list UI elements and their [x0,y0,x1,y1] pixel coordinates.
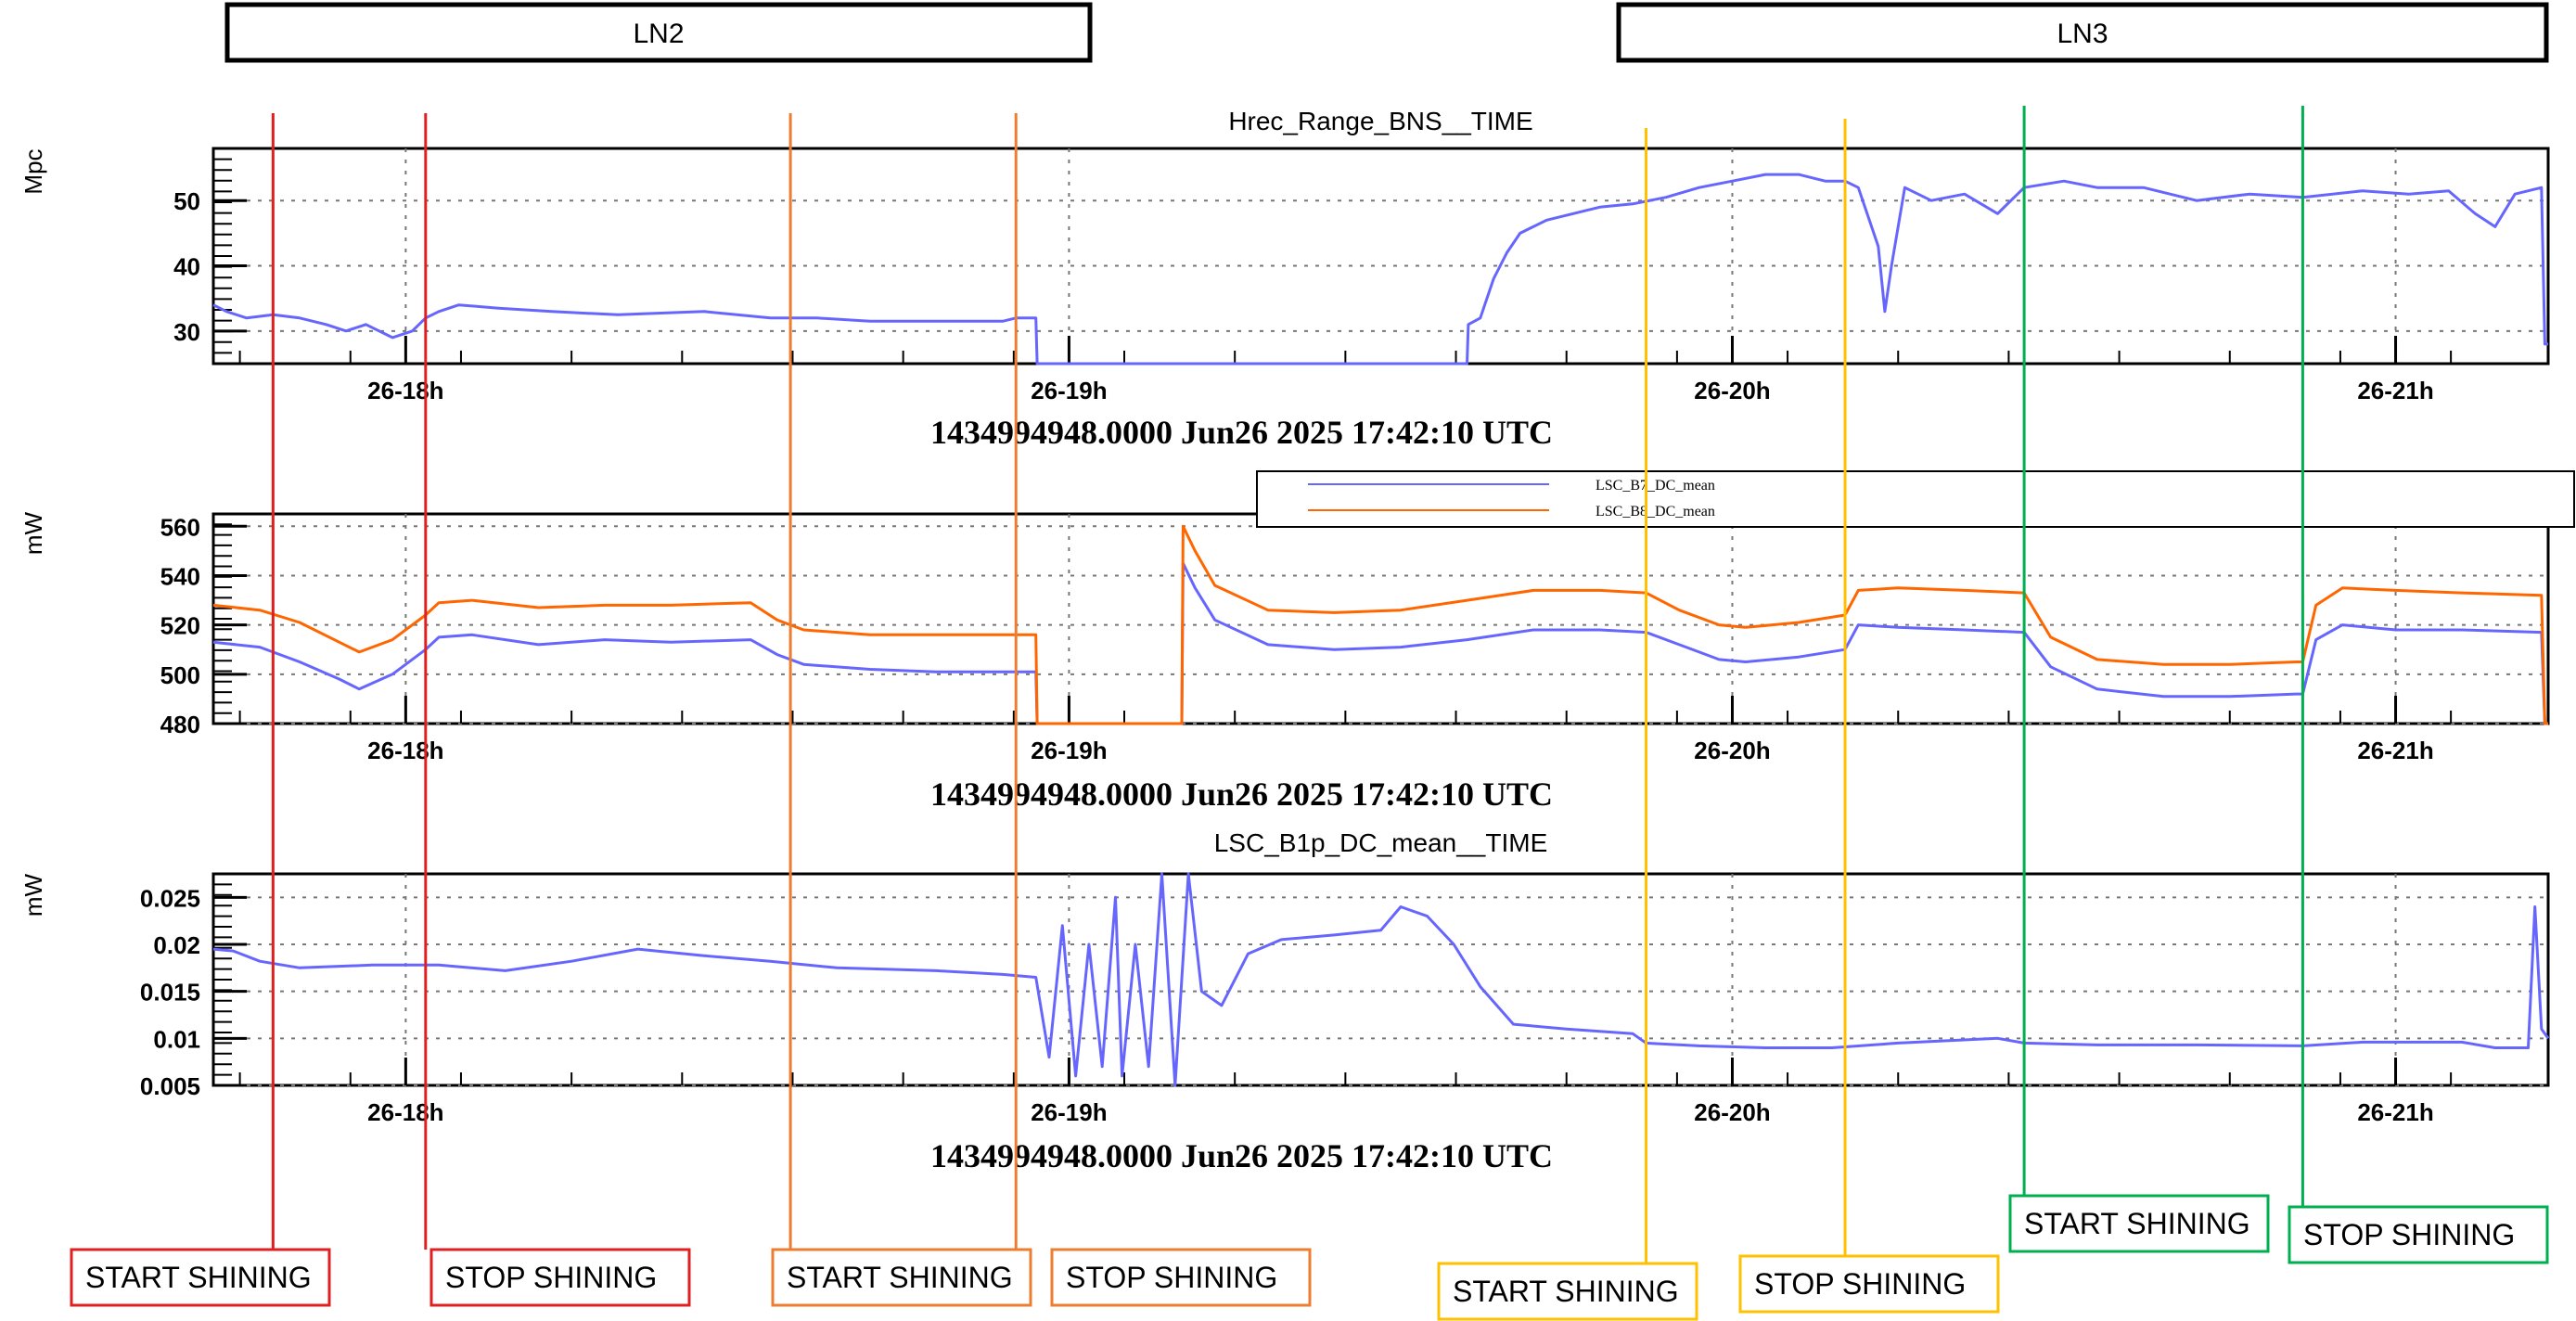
plot-frame [211,512,2550,725]
y-axis-label: mW [19,511,47,555]
plot-title: Hrec_Range_BNS__TIME [1228,107,1532,135]
y-tick-label: 480 [160,711,200,738]
marker-label: START SHINING [2024,1207,2250,1240]
marker-label-box [771,1248,1032,1307]
y-tick-label: 520 [160,612,200,640]
section-header-box [1616,2,2549,63]
y-tick-label: 0.025 [140,884,200,912]
y-tick-label: 560 [160,513,200,541]
timestamp-caption: 1434994948.0000 Jun26 2025 17:42:10 UTC [930,1137,1553,1174]
y-tick-label: 0.005 [140,1072,200,1100]
legend: LSC_B7_DC_mean LSC_B8_DC_mean [1256,470,2575,528]
x-tick-label: 26-20h [1694,737,1770,764]
timestamp-caption: 1434994948.0000 Jun26 2025 17:42:10 UTC [930,776,1553,813]
marker-label-box [2288,1205,2549,1264]
section-headers: LN2 LN3 [224,2,2549,63]
y-axis-label: Mpc [19,148,47,194]
shining-marker: STOP SHINING [1014,113,1312,1307]
marker-label-box [1738,1254,2000,1314]
x-tick-label: 26-20h [1694,377,1770,404]
shining-marker: START SHINING [1437,128,1698,1321]
plot-frame [211,872,2550,1087]
shining-markers: START SHINING STOP SHINING START SHINING ST… [70,106,2549,1321]
marker-label: STOP SHINING [1754,1267,1966,1301]
data-series-line [212,173,2548,366]
marker-label: START SHINING [1453,1275,1679,1308]
plot-panels: Hrec_Range_BNS__TIME Mpc 30 40 50 26-18h 26-19… [19,107,2575,1174]
x-tick-label: 26-19h [1031,377,1107,404]
x-tick-label: 26-21h [2357,1098,2433,1126]
x-tick-label: 26-18h [367,1098,443,1126]
shining-marker: STOP SHINING [424,113,691,1307]
legend-box [1256,470,2575,528]
plot-panel: mW 480 500 520 540 560 26-18h 26-19h 26-20h 26-21… [19,470,2575,813]
plot-panel: LSC_B1p_DC_mean__TIME mW 0.005 0.01 0.015 0.0… [19,828,2550,1174]
marker-label-box [2008,1194,2270,1253]
section-header-label: LN2 [633,19,684,49]
section-header-label: LN3 [2057,19,2108,49]
marker-label: STOP SHINING [1066,1261,1277,1294]
marker-label: STOP SHINING [445,1261,657,1294]
section-header-box [224,2,1093,63]
marker-label: START SHINING [787,1261,1013,1294]
marker-label: START SHINING [85,1261,312,1294]
marker-label-box [70,1248,331,1307]
shining-marker: START SHINING [771,113,1032,1307]
y-tick-label: 500 [160,661,200,689]
data-series-line [212,872,2550,1087]
plot-title: LSC_B1p_DC_mean__TIME [1214,828,1548,857]
x-tick-label: 26-21h [2357,737,2433,764]
marker-label: STOP SHINING [2303,1218,2515,1251]
y-tick-label: 0.01 [153,1025,200,1053]
y-tick-label: 540 [160,562,200,590]
x-tick-label: 26-20h [1694,1098,1770,1126]
legend-label: LSC_B7_DC_mean [1596,478,1715,494]
y-tick-label: 0.02 [153,931,200,959]
y-tick-label: 0.015 [140,979,200,1007]
x-tick-label: 26-19h [1031,737,1107,764]
x-tick-label: 26-21h [2357,377,2433,404]
legend-label: LSC_B8_DC_mean [1596,504,1715,519]
x-tick-label: 26-19h [1031,1098,1107,1126]
y-tick-label: 40 [173,253,200,281]
marker-label-box [429,1248,691,1307]
marker-label-box [1050,1248,1312,1307]
x-tick-label: 26-18h [367,737,443,764]
plot-panel: Hrec_Range_BNS__TIME Mpc 30 40 50 26-18h 26-19… [19,107,2550,451]
data-series-line [212,524,2548,725]
marker-label-box [1437,1262,1698,1321]
y-tick-label: 50 [173,187,200,215]
y-tick-label: 30 [173,318,200,346]
data-series-line [212,561,2548,725]
x-tick-label: 26-18h [367,377,443,404]
y-axis-label: mW [19,873,47,917]
shining-marker: STOP SHINING [1738,119,2000,1314]
timestamp-caption: 1434994948.0000 Jun26 2025 17:42:10 UTC [930,414,1553,451]
shining-marker: START SHINING [2008,106,2270,1253]
plot-frame [211,147,2550,366]
shining-marker: START SHINING [70,113,331,1307]
shining-marker: STOP SHINING [2288,106,2549,1264]
